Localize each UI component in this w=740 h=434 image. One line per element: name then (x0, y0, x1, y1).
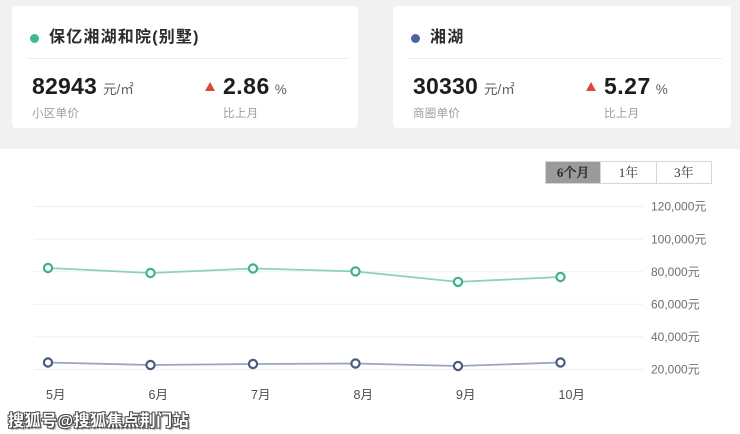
district-price-row: 30330 元/㎡ (413, 73, 515, 99)
district-change-value: 5.27 (604, 73, 651, 99)
district-title: 湘湖 (430, 29, 465, 46)
community-price-unit: 元/㎡ (102, 82, 134, 97)
data-point-s1-7月[interactable] (247, 358, 259, 370)
community-legend-dot-icon (30, 33, 39, 43)
data-point-s0-5月[interactable] (42, 262, 54, 274)
district-change-caption: 比上月 (604, 108, 640, 120)
data-point-s0-9月[interactable] (452, 276, 464, 288)
district-price-unit: 元/㎡ (483, 82, 515, 97)
community-change-value: 2.86 (223, 73, 270, 99)
district-card-header: 湘湖 (411, 25, 721, 51)
divider (408, 58, 722, 59)
data-point-s0-7月[interactable] (247, 263, 259, 274)
x-axis-label-9月: 9月 (456, 388, 475, 402)
price-trend-chart-panel: 20,000元 40,000元 60,000元 80,000元 100,000元 120,… (0, 149, 740, 434)
community-change-unit: % (274, 82, 287, 97)
district-price-value: 30330 (413, 73, 478, 99)
district-price-card: 湘湖 30330 元/㎡ 商圈单价 5.27 % 比上月 (393, 6, 731, 128)
district-change-row: 5.27 % (586, 73, 668, 99)
watermark: 搜狐号@搜狐焦点荆门站 (8, 413, 190, 430)
district-legend-dot-icon (411, 33, 420, 43)
community-price-row: 82943 元/㎡ (32, 73, 134, 99)
district-change-unit: % (655, 82, 668, 97)
data-point-s1-10月[interactable] (555, 357, 566, 368)
data-point-s0-6月[interactable] (145, 267, 156, 279)
data-point-s1-5月[interactable] (42, 357, 54, 368)
community-title: 保亿湘湖和院(别墅) (49, 29, 200, 46)
community-price-value: 82943 (32, 73, 97, 99)
series-line-0 (47, 267, 561, 283)
x-axis-label-5月: 5月 (46, 388, 65, 402)
data-point-s0-8月[interactable] (350, 266, 361, 277)
y-axis-label-80000: 80,000元 (651, 265, 700, 279)
x-axis-label-6月: 6月 (149, 388, 168, 402)
community-card-header: 保亿湘湖和院(别墅) (30, 25, 348, 51)
y-axis-label-20000: 20,000元 (651, 363, 700, 377)
up-triangle-icon (586, 82, 596, 91)
community-price-card: 保亿湘湖和院(别墅) 82943 元/㎡ 小区单价 2.86 % 比上月 (12, 6, 358, 128)
data-point-s1-8月[interactable] (350, 358, 361, 369)
y-axis-label-100000: 100,000元 (651, 232, 706, 246)
divider (27, 58, 349, 59)
x-axis-label-7月: 7月 (251, 388, 270, 402)
y-axis-label-120000: 120,000元 (651, 200, 706, 214)
x-axis-label-8月: 8月 (354, 388, 373, 402)
period-tab-1[interactable]: 1年 (600, 162, 655, 183)
y-axis-label-40000: 40,000元 (651, 330, 700, 344)
series-line-1 (47, 361, 561, 367)
district-price-caption: 商圈单价 (413, 108, 461, 120)
price-trend-chart[interactable]: 20,000元 40,000元 60,000元 80,000元 100,000元 120,… (0, 149, 740, 434)
up-triangle-icon (205, 82, 215, 91)
data-point-s1-9月[interactable] (452, 360, 464, 372)
community-change-row: 2.86 % (205, 73, 287, 99)
data-point-s0-10月[interactable] (555, 271, 566, 283)
data-point-s1-6月[interactable] (145, 359, 156, 371)
community-change-caption: 比上月 (223, 108, 259, 120)
period-tab-group: 6个月 1年 3年 (545, 161, 712, 184)
community-price-caption: 小区单价 (32, 108, 80, 120)
x-axis-label-10月: 10月 (559, 388, 585, 402)
y-axis-label-60000: 60,000元 (651, 298, 700, 312)
summary-strip: 保亿湘湖和院(别墅) 82943 元/㎡ 小区单价 2.86 % 比上月 湘湖 … (0, 0, 740, 149)
period-tab-2[interactable]: 3年 (655, 162, 711, 183)
period-tab-0[interactable]: 6个月 (546, 162, 601, 183)
